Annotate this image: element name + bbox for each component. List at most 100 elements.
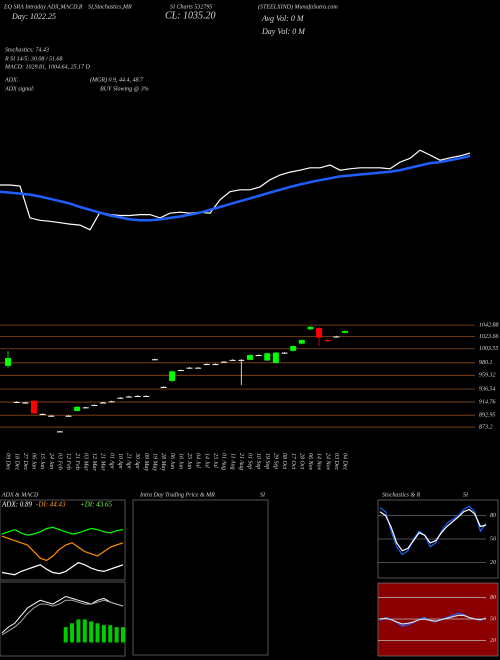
series-line [1, 599, 124, 636]
candle-body [203, 364, 210, 366]
y-tick-label: 936.54 [479, 385, 496, 392]
histogram-bar [82, 619, 87, 643]
x-tick-label: 09 Dec [5, 453, 11, 470]
avg-volume: Avg Vol: 0 M [261, 14, 305, 23]
x-tick-label: 25 Jun [186, 453, 192, 469]
series-line [379, 614, 487, 625]
stochastics-text: Stochastics: 74.43 [5, 46, 49, 53]
y-tick-label: 1003.55 [479, 346, 499, 352]
candle-body [30, 400, 37, 414]
candle-body [13, 401, 20, 403]
candle-body [186, 367, 193, 369]
x-tick-label: 12 Mar [91, 453, 97, 471]
candle-body [255, 355, 262, 357]
panel-subtitle: SI [260, 492, 266, 498]
panel-annotation: +DI: 43.65 [80, 501, 112, 509]
x-tick-label: 18 Dec [13, 453, 19, 470]
candle-body [298, 340, 305, 344]
adx-values: (MGR) 0.9, 44.4, 48.7 [90, 76, 144, 83]
candle-body [212, 364, 219, 366]
x-tick-label: 21 Apr [126, 453, 132, 470]
candle-body [74, 406, 81, 411]
y-tick-label: 980.1 [479, 360, 493, 366]
x-tick-label: 06 Nov [307, 453, 313, 471]
x-tick-label: 14 Jul [203, 453, 210, 468]
y-tick-label: 20 [490, 560, 496, 566]
series-line [1, 595, 124, 634]
x-tick-label: 11 Aug [229, 453, 235, 470]
histogram-bar [101, 625, 106, 643]
histogram-bar [121, 627, 125, 643]
y-tick-label: 892.95 [479, 413, 496, 419]
candle-body [65, 415, 72, 417]
x-tick-label: 24 Jan [48, 453, 55, 469]
candle-body [125, 396, 132, 398]
header-text: (STEELXIND) MunafaSutra.com [258, 3, 338, 10]
candle-body [272, 352, 279, 363]
x-tick-label: 21 Feb [74, 453, 80, 470]
x-tick-label: 29 Sep [272, 453, 278, 469]
x-tick-label: 06 Jun [169, 453, 175, 469]
x-tick-label: 16 Jun [177, 453, 183, 469]
x-tick-label: 19 Sep [264, 453, 270, 469]
y-tick-label: 959.32 [479, 373, 496, 379]
series-line [0, 154, 471, 222]
x-tick-label: 28 Oct [298, 453, 304, 469]
day-price: Day: 1022.25 [11, 12, 56, 21]
y-tick-label: 50 [490, 616, 496, 622]
x-tick-label: 01 Sep [247, 453, 253, 469]
series-line [379, 508, 487, 552]
panel-frame [0, 499, 126, 581]
y-tick-label: 20 [490, 638, 496, 644]
x-tick-label: 28 May [160, 453, 166, 471]
x-tick-label: 24 Nov [324, 453, 331, 471]
histogram-bar [114, 627, 119, 643]
candle-body [290, 346, 297, 351]
panel-title: ADX & MACD [1, 492, 39, 498]
histogram-bar [76, 619, 81, 643]
candle-body [316, 328, 323, 338]
histogram-bar [108, 625, 113, 643]
candle-body [100, 402, 107, 404]
x-tick-label: 08 Oct [281, 453, 287, 469]
panel-frame [132, 499, 269, 656]
x-tick-label: 04 Dec [342, 453, 349, 470]
candle-body [117, 397, 124, 399]
series-line [1, 561, 124, 576]
x-tick-label: 10 Sep [255, 453, 261, 469]
histogram-bar [63, 627, 68, 643]
candle-body [143, 395, 150, 397]
x-tick-label: 30 Apr [134, 452, 140, 470]
candle-body [22, 402, 29, 404]
panel-title: Stochastics & R [382, 492, 421, 498]
x-tick-label: 23 Jul [212, 453, 218, 468]
candle-body [324, 340, 331, 342]
candle-body [134, 395, 141, 397]
candle-body [82, 407, 89, 409]
y-tick-label: 914.76 [479, 398, 496, 405]
candle-body [342, 331, 348, 333]
x-tick-label: 09 May [143, 453, 149, 471]
x-tick-label: 03 Mar [82, 453, 88, 471]
header-text: SI,Stochastics,MR [88, 4, 132, 10]
macd-text: MACD: 1029.81, 1004.64, 25.17 D [4, 63, 90, 70]
y-tick-label: 1023.66 [479, 334, 499, 340]
candle-body [195, 367, 202, 369]
x-tick-label: 21 Aug [238, 453, 244, 470]
series-line [1, 535, 124, 562]
candle-body [39, 413, 46, 415]
x-tick-label: 17 Oct [290, 453, 296, 469]
x-tick-label: 14 Nov [316, 453, 323, 471]
histogram-bar [89, 621, 94, 643]
y-tick-label: 80 [490, 513, 496, 519]
day-volume: Day Vol: 0 M [261, 27, 306, 36]
series-line [379, 505, 487, 556]
candle-body [307, 326, 314, 330]
candle-body [221, 361, 228, 363]
y-tick-label: 1042.88 [479, 321, 499, 328]
candle-body [151, 359, 158, 361]
candle-body [5, 358, 11, 366]
candle-body [48, 415, 55, 417]
